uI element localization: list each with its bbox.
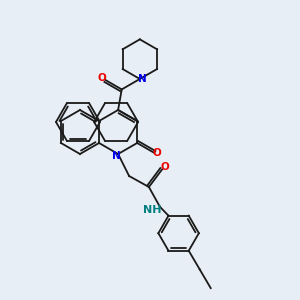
Text: NH: NH [143, 205, 161, 215]
Text: O: O [153, 148, 162, 158]
Text: N: N [112, 151, 121, 161]
Text: O: O [161, 162, 170, 172]
Text: N: N [139, 74, 147, 84]
Text: O: O [97, 73, 106, 83]
